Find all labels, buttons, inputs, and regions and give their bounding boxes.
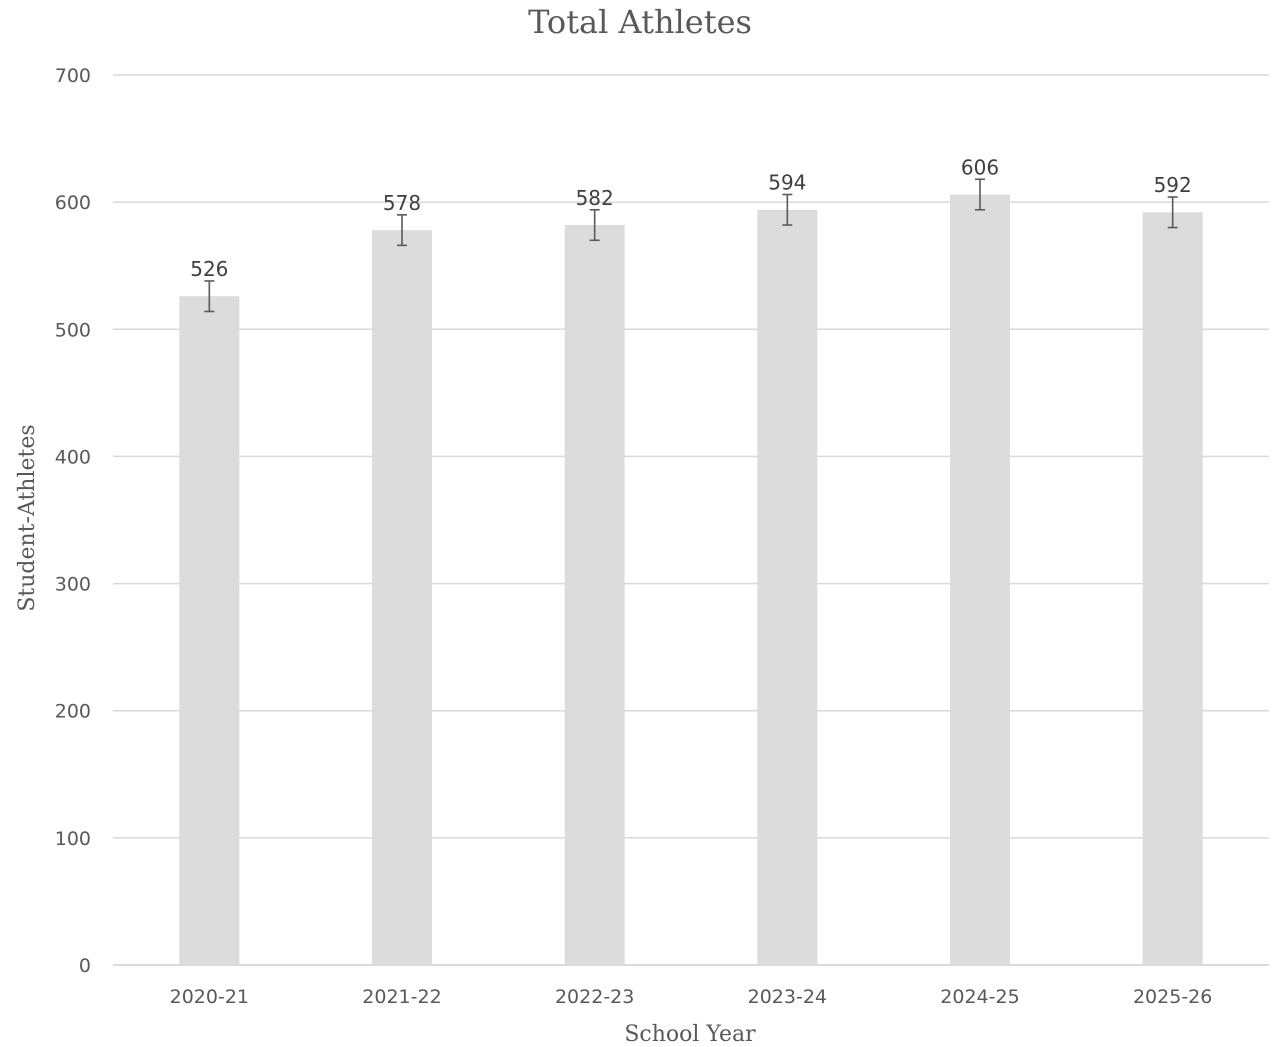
x-axis-ticks: 2020-21 2021-22 2022-23 2023-24 2024-25 2025-… [170, 986, 1213, 1008]
y-tick-label: 100 [55, 828, 91, 850]
data-label: 526 [190, 257, 228, 281]
y-tick-label: 0 [79, 955, 91, 977]
data-label: 582 [576, 186, 614, 210]
data-label: 578 [383, 191, 421, 215]
data-label: 606 [961, 155, 999, 179]
data-labels: 526 578 582 594 606 592 [190, 155, 1192, 281]
bar [179, 296, 240, 965]
x-tick-label: 2022-23 [555, 986, 634, 1008]
x-tick-label: 2023-24 [748, 986, 827, 1008]
y-tick-label: 200 [55, 701, 91, 723]
bar [372, 230, 432, 966]
y-tick-label: 300 [55, 574, 91, 596]
x-tick-label: 2020-21 [170, 986, 249, 1008]
y-tick-label: 500 [55, 319, 91, 341]
error-bars [204, 178, 1178, 313]
x-tick-label: 2025-26 [1133, 986, 1212, 1008]
bars [179, 194, 1203, 966]
chart-title: Total Athletes [528, 3, 752, 41]
bar [950, 194, 1010, 965]
bar [564, 225, 625, 965]
bar [757, 209, 818, 965]
x-tick-label: 2024-25 [940, 986, 1019, 1008]
data-label: 592 [1154, 173, 1192, 197]
y-axis-ticks: 0 100 200 300 400 500 600 700 [55, 65, 91, 977]
x-axis-title: School Year [624, 1022, 756, 1047]
x-tick-label: 2021-22 [362, 986, 441, 1008]
bar [1142, 212, 1203, 966]
gridlines [113, 74, 1269, 966]
y-tick-label: 700 [55, 65, 91, 87]
data-label: 594 [768, 171, 806, 195]
y-tick-label: 600 [55, 192, 91, 214]
y-axis-title: Student-Athletes [15, 424, 40, 611]
y-tick-label: 400 [55, 446, 91, 468]
